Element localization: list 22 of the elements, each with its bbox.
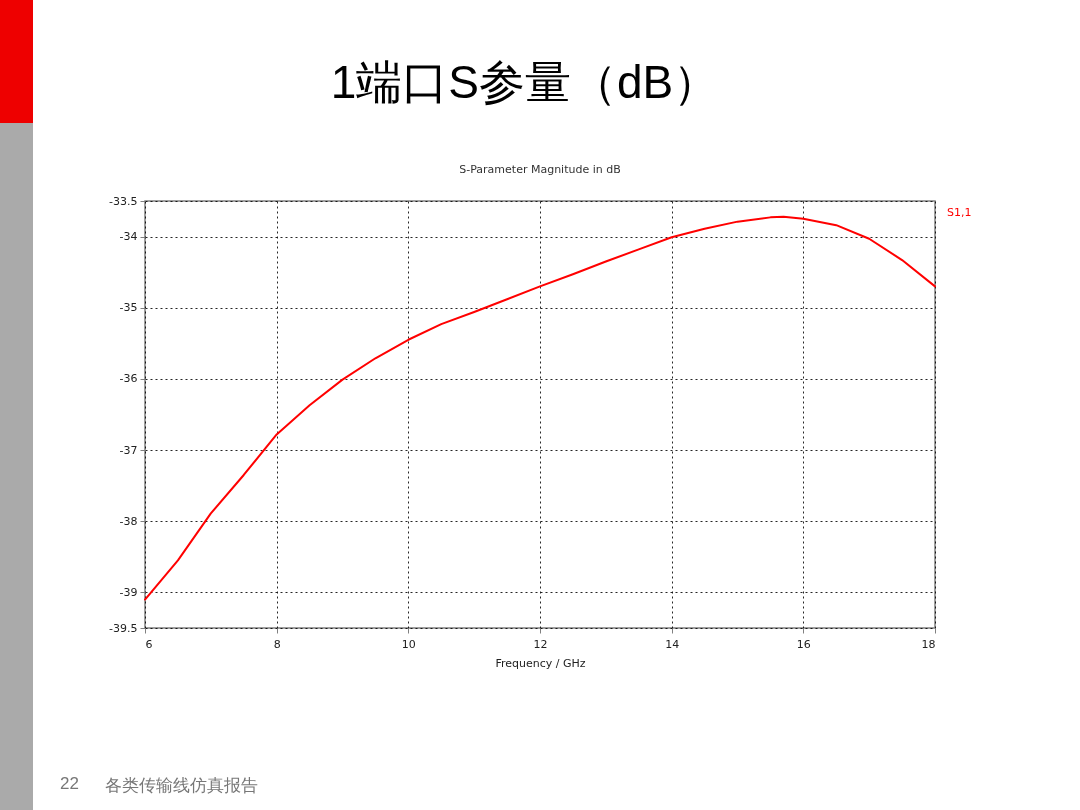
x-tick-label: 6 (145, 637, 153, 651)
y-tick-label: -37 (119, 443, 138, 457)
text: 各类传输线仿真报告 (104, 775, 258, 797)
y-tick-label: -38 (119, 514, 138, 528)
text: S1,1 (947, 206, 972, 219)
x-tick-label: 8 (273, 637, 281, 651)
x-tick-label: 14 (665, 637, 680, 651)
x-tick-label: 16 (796, 637, 811, 651)
y-tick-label: -39 (119, 585, 138, 599)
x-tick-label: 18 (921, 637, 936, 651)
y-tick-label: -35 (119, 301, 138, 315)
y-tick-label: -34 (119, 230, 138, 244)
line-series (144, 215, 936, 601)
y-tick-label: -36 (119, 372, 138, 386)
x-axis-title: Frequency / GHz (495, 656, 586, 670)
chart-subtitle: S-Parameter Magnitude in dB (459, 163, 621, 176)
y-tick-label: -33.5 (109, 194, 138, 208)
y-tick-label: -39.5 (109, 621, 138, 635)
x-tick-label: 12 (533, 637, 548, 651)
text: 22 (60, 774, 79, 795)
chart-title: 1端口S参量（dB） (329, 55, 721, 110)
x-tick-label: 10 (401, 637, 416, 651)
